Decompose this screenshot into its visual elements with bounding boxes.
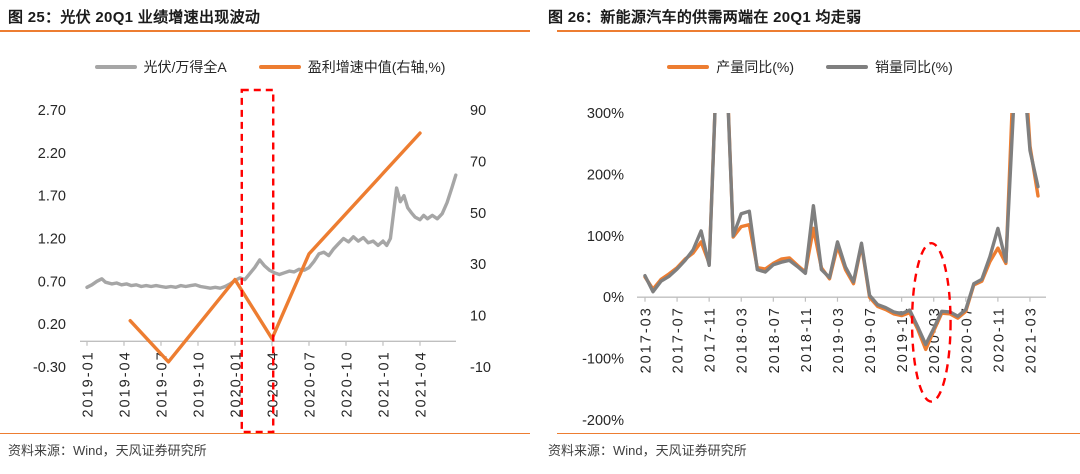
y-tick-label-left: 1.20 [38,232,66,248]
figure-26-panel: 图 26：新能源汽车的供需两端在 20Q1 均走弱 产量同比(%) 销量同比(%… [540,0,1080,474]
x-tick-label: 2020-10 [339,350,355,417]
x-tick-label: 2020-03 [927,306,943,373]
y-tick-label-left: 100% [587,229,624,245]
x-tick-label: 2020-01 [228,350,244,417]
y-tick-label-left: 0.20 [38,317,66,333]
x-tick-label: 2021-04 [413,350,429,417]
x-tick-label: 2019-10 [191,350,207,417]
legend-item: 盈利增速中值(右轴,%) [258,57,446,77]
series-swatch-gray [94,65,137,69]
y-tick-label-left: 0.70 [38,274,66,290]
x-tick-label: 2017-11 [703,306,719,372]
y-tick-label-left: 300% [587,106,624,122]
x-tick-label: 2019-11 [895,306,911,372]
y-tick-label-left: -0.30 [33,360,66,376]
x-tick-label: 2020-11 [991,306,1007,372]
y-tick-label-left: 1.70 [38,189,66,205]
legend-label: 产量同比(%) [716,59,794,75]
series-swatch-gray [826,65,868,69]
series-swatch-orange [258,65,301,69]
y-tick-label-left: 2.20 [38,146,66,162]
x-tick-label: 2020-07 [302,350,318,417]
x-tick-label: 2019-04 [117,350,133,417]
x-tick-label: 2019-07 [863,306,879,373]
chart-canvas: 2019-01 2019-04 2019-07 2019-10 2020-01 2020-… [33,88,491,433]
figure-25-title: 图 25：光伏 20Q1 业绩增速出现波动 [8,9,261,26]
figure-26-chart: 2017-03 2017-07 2017-11 2018-03 2018-07 2018-… [540,84,1080,433]
x-tick-label: 2018-03 [735,306,751,373]
legend-label: 销量同比(%) [875,59,953,75]
chart-canvas: 2017-03 2017-07 2017-11 2018-03 2018-07 2018-… [582,106,1046,429]
y-tick-label-right: 90 [470,103,486,119]
y-tick-label-right: 70 [470,154,486,170]
series-line-1 [643,113,1040,347]
legend-label: 光伏/万得全A [143,59,227,75]
series-line-0 [85,173,458,290]
legend-label: 盈利增速中值(右轴,%) [307,59,446,75]
figure-25-panel: 图 25：光伏 20Q1 业绩增速出现波动 光伏/万得全A 盈利增速中值(右轴,… [0,9,540,458]
x-tick-label: 2021-03 [1023,306,1039,373]
x-tick-label: 2019-03 [831,306,847,373]
legend-item: 销量同比(%) [826,57,953,77]
figure-26-title: 图 26：新能源汽车的供需两端在 20Q1 均走弱 [548,9,862,26]
figure-25-legend: 光伏/万得全A 盈利增速中值(右轴,%) [0,57,540,77]
highlight-dashed-ellipse [910,241,952,403]
x-tick-label: 2017-03 [639,306,655,373]
legend-item: 产量同比(%) [667,57,794,77]
y-tick-label-left: -200% [582,413,624,429]
y-tick-label-left: 200% [587,167,624,183]
x-tick-label: 2017-07 [671,306,687,373]
x-tick-label: 2021-01 [376,350,392,417]
x-tick-label: 2018-07 [767,306,783,373]
title-rule [557,30,1080,32]
x-tick-label: 2018-11 [799,306,815,372]
y-tick-label-right: 50 [470,206,486,222]
figure-26-legend: 产量同比(%) 销量同比(%) [540,57,1080,77]
y-tick-label-right: -10 [470,360,491,376]
x-tick-label: 2019-07 [154,350,170,417]
x-tick-label: 2020-07 [959,306,975,373]
title-rule [0,30,530,32]
series-swatch-orange [667,65,710,69]
x-tick-label: 2019-01 [81,350,97,417]
legend-item: 光伏/万得全A [94,57,227,77]
y-tick-label-left: -100% [582,352,624,368]
highlight-dashed-rect [240,88,275,433]
y-tick-label-right: 30 [470,257,486,273]
y-tick-label-left: 2.70 [38,103,66,119]
y-tick-label-left: 0% [603,290,624,306]
figure-25-source: 资料来源：Wind，天风证券研究所 [8,443,207,458]
bottom-rule [557,433,1080,434]
figure-25-chart: 2019-01 2019-04 2019-07 2019-10 2020-01 2020-… [0,84,540,433]
y-tick-label-right: 10 [470,309,486,325]
series-line-1 [128,131,422,364]
bottom-rule [0,433,530,434]
figure-26-source: 资料来源：Wind，天风证券研究所 [548,443,747,458]
